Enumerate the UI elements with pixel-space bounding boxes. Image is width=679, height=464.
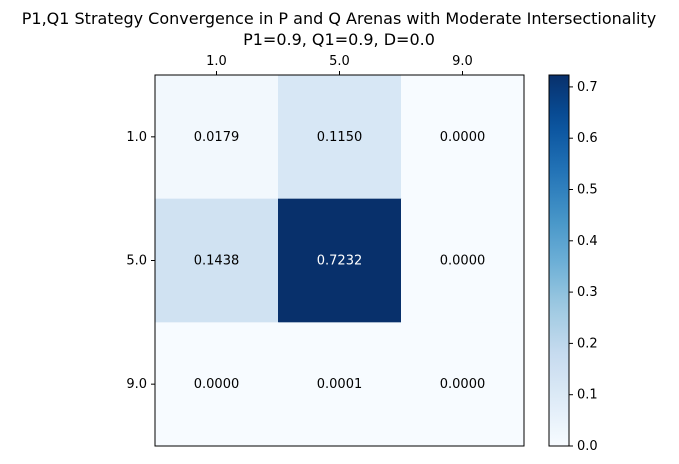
cell-value-label: 0.0000 [440, 254, 486, 269]
y-axis: 1.0 5.0 9.0 [126, 130, 155, 392]
cell-value-label: 0.7232 [317, 254, 363, 269]
heatmap-cell-r0-c0 [155, 75, 279, 200]
chart-subtitle: P1=0.9, Q1=0.9, D=0.0 [243, 30, 435, 49]
y-tick-label: 9.0 [126, 377, 147, 392]
y-tick-label: 5.0 [126, 254, 147, 269]
cell-value-label: 0.1150 [317, 130, 363, 145]
colorbar-tick-label: 0.1 [577, 388, 598, 403]
heatmap-cell-labels: 0.0179 0.1150 0.0000 0.1438 0.7232 0.0000 0.00… [194, 130, 486, 392]
cell-value-label: 0.0179 [194, 130, 240, 145]
cell-value-label: 0.0000 [440, 377, 486, 392]
colorbar-tick-label: 0.0 [577, 439, 598, 454]
cell-value-label: 0.1438 [194, 254, 240, 269]
x-tick-label: 9.0 [452, 54, 473, 69]
colorbar: 0.0 0.1 0.2 0.3 0.4 0.5 0.6 0.7 [548, 74, 598, 454]
colorbar-tick-label: 0.3 [577, 285, 598, 300]
x-tick-label: 1.0 [206, 54, 227, 69]
heatmap-cell-r0-c1 [278, 75, 402, 200]
chart-title: P1,Q1 Strategy Convergence in P and Q Ar… [22, 9, 656, 28]
cell-value-label: 0.0000 [440, 130, 486, 145]
x-axis: 1.0 5.0 9.0 [206, 54, 473, 75]
colorbar-tick-label: 0.5 [577, 183, 598, 198]
cell-value-label: 0.0001 [317, 377, 363, 392]
colorbar-gradient [548, 74, 570, 447]
heatmap-cell-r1-c0 [155, 198, 279, 323]
cell-value-label: 0.0000 [194, 377, 240, 392]
y-tick-label: 1.0 [126, 130, 147, 145]
colorbar-tick-label: 0.4 [577, 234, 598, 249]
heatmap-cell-r2-c1 [278, 322, 402, 447]
heatmap-cell-r0-c2 [401, 75, 525, 200]
heatmap-cell-r1-c1 [278, 198, 402, 323]
heatmap-cells [155, 75, 525, 447]
colorbar-tick-label: 0.6 [577, 131, 598, 146]
heatmap-cell-r2-c0 [155, 322, 279, 447]
x-tick-label: 5.0 [329, 54, 350, 69]
colorbar-tick-label: 0.2 [577, 336, 598, 351]
colorbar-tick-label: 0.7 [577, 80, 598, 95]
heatmap-cell-r1-c2 [401, 198, 525, 323]
heatmap-cell-r2-c2 [401, 322, 525, 447]
